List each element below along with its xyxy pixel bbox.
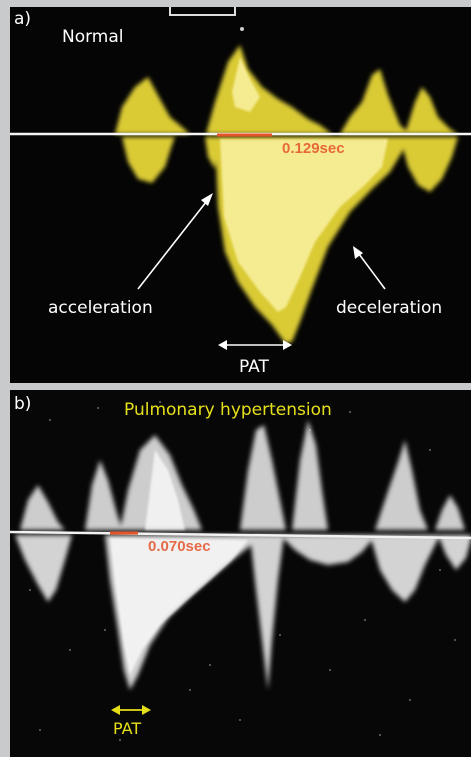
pat-label-a: PAT	[239, 357, 269, 377]
deceleration-arrow	[355, 249, 386, 290]
acceleration-arrow	[137, 196, 211, 290]
noise-speckle-b	[29, 401, 456, 741]
panel-letter-a: a)	[14, 9, 32, 29]
pat-arrowhead-right-b	[142, 705, 151, 715]
pat-arrowhead-left-a	[218, 340, 227, 350]
panel-title-normal: Normal	[62, 27, 124, 47]
baseline-b	[10, 530, 471, 540]
acceleration-label: acceleration	[48, 298, 153, 318]
time-readout-a: 0.129sec	[282, 140, 345, 157]
signal-core-b	[110, 450, 248, 675]
panel-letter-b: b)	[14, 394, 32, 414]
deceleration-label: deceleration	[336, 298, 443, 318]
deceleration-arrowhead	[353, 246, 363, 259]
doppler-panel-normal: a) Normal 0.129sec acceleration decelera…	[10, 7, 471, 383]
doppler-trace-pulmonary-hypertension	[10, 401, 471, 741]
doppler-panel-pulmonary-hypertension: b) Pulmonary hypertension 0.070sec PAT	[10, 390, 471, 757]
signal-above-baseline-a	[115, 45, 458, 134]
panel-title-pulmonary-hypertension: Pulmonary hypertension	[124, 400, 332, 420]
pat-arrowhead-left-b	[111, 705, 120, 715]
time-readout-b: 0.070sec	[148, 538, 211, 555]
acceleration-arrowhead	[201, 193, 213, 206]
marker-dot	[240, 27, 244, 31]
pat-arrowhead-right-a	[283, 340, 292, 350]
probe-outline	[169, 7, 236, 16]
signal-below-baseline-b	[15, 535, 471, 690]
pat-label-b: PAT	[113, 719, 142, 738]
doppler-trace-normal	[10, 7, 471, 350]
signal-above-baseline-b	[20, 420, 465, 530]
signal-core-a	[220, 57, 388, 312]
